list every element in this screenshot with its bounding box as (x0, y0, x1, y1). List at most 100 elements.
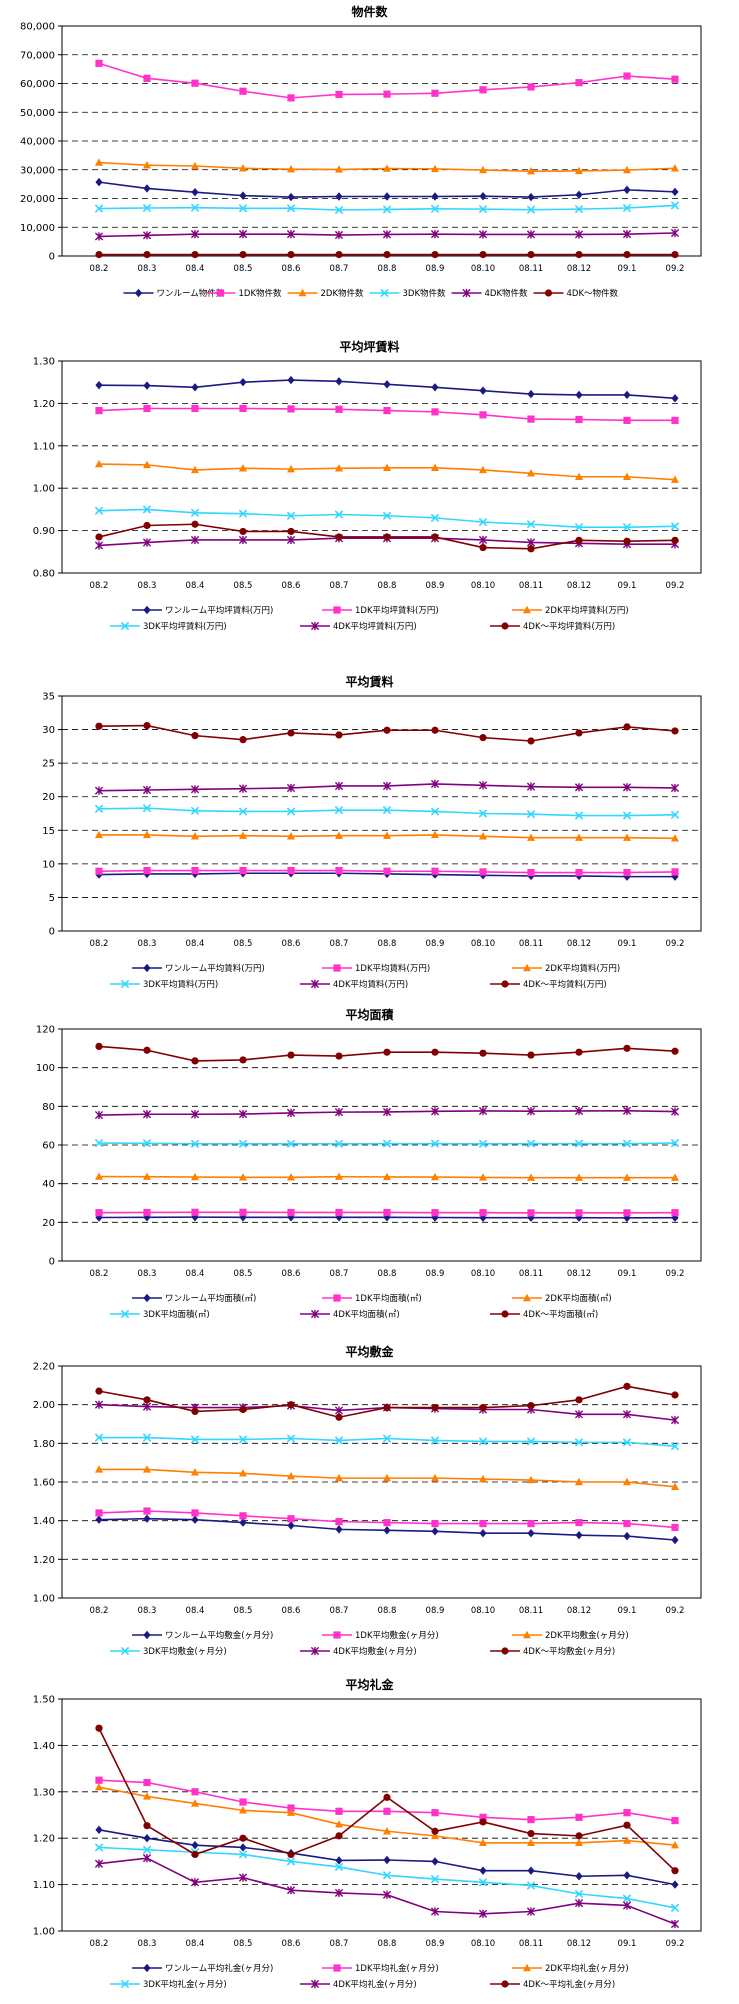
x-tick-label: 08.3 (138, 264, 157, 274)
legend-label: ワンルーム平均面積(㎡) (165, 1293, 256, 1304)
data-point (143, 1465, 151, 1473)
data-point (95, 1825, 103, 1835)
data-point (95, 722, 103, 730)
data-point (575, 250, 583, 259)
legend-marker (120, 1979, 130, 1989)
x-tick-label: 08.6 (282, 1606, 301, 1616)
data-point (238, 535, 248, 545)
legend-label: 2DK平均面積(㎡) (545, 1293, 612, 1304)
y-tick-label: 1.30 (33, 1787, 55, 1798)
data-point (478, 1909, 488, 1918)
data-point (95, 158, 103, 166)
data-point (478, 1437, 488, 1446)
data-point (431, 89, 439, 97)
legend-marker (143, 1293, 151, 1303)
data-point (191, 1208, 199, 1216)
data-point (479, 1474, 487, 1483)
data-point (478, 535, 488, 545)
x-tick-label: 08.4 (186, 939, 205, 949)
data-point (671, 187, 679, 197)
x-tick-label: 08.10 (471, 264, 495, 274)
data-point (623, 250, 631, 259)
legend-label: 2DK物件数 (321, 288, 365, 299)
data-point (142, 803, 152, 813)
data-point (479, 1818, 487, 1826)
data-point (286, 230, 296, 239)
legend-entry: 1DK平均賃料(万円) (322, 963, 430, 974)
data-point (95, 177, 103, 187)
data-point (479, 1519, 487, 1528)
data-point (527, 1051, 535, 1059)
data-point (143, 160, 151, 169)
data-point (335, 192, 343, 201)
data-point (143, 721, 151, 730)
legend-label: ワンルーム平均坪賃料(万円) (165, 605, 273, 616)
data-point (191, 383, 199, 392)
x-tick-label: 08.7 (330, 1606, 349, 1616)
data-point (95, 407, 103, 415)
data-point (143, 404, 151, 413)
data-point (431, 192, 439, 201)
y-tick-label: 0 (49, 927, 55, 938)
data-point (334, 1888, 344, 1898)
data-point (287, 866, 295, 875)
data-point (94, 1400, 104, 1409)
data-point (238, 1435, 248, 1444)
data-point (239, 404, 247, 413)
legend-entry: 2DK平均敷金(ヶ月分) (512, 1630, 629, 1641)
data-point (575, 1838, 583, 1847)
data-point (142, 785, 152, 795)
x-tick-label: 08.6 (282, 264, 301, 274)
data-point (479, 734, 487, 742)
x-tick-label: 08.4 (186, 581, 205, 591)
data-point (335, 165, 343, 173)
legend-entry: 2DK平均面積(㎡) (512, 1293, 612, 1304)
data-point (239, 164, 247, 172)
data-point (94, 786, 104, 795)
data-point (143, 1396, 151, 1404)
plot-frame (61, 360, 702, 574)
data-point (623, 1173, 631, 1181)
x-tick-label: 09.1 (618, 1269, 637, 1279)
y-tick-label: 60 (42, 1141, 55, 1152)
x-tick-label: 08.12 (567, 1269, 591, 1279)
data-point (575, 536, 583, 544)
data-point (670, 201, 680, 210)
legend-entry: 4DK平均坪賃料(万円) (300, 621, 417, 632)
y-tick-label: 0.90 (33, 526, 55, 537)
data-point (143, 184, 151, 193)
data-point (479, 1403, 487, 1412)
data-point (527, 389, 535, 399)
data-point (430, 1907, 440, 1916)
x-tick-label: 08.11 (519, 1939, 543, 1949)
data-point (191, 1799, 199, 1807)
series-1 (95, 1514, 679, 1545)
x-tick-label: 09.2 (666, 581, 685, 591)
series-6 (95, 1042, 679, 1065)
y-tick-label: 25 (42, 759, 55, 770)
legend-entry: 3DK物件数 (369, 288, 446, 299)
legend-marker (523, 1630, 531, 1639)
data-point (191, 1840, 199, 1850)
data-point (287, 1515, 295, 1523)
data-point (383, 250, 391, 259)
x-tick-label: 08.11 (519, 1269, 543, 1279)
data-point (286, 204, 296, 213)
x-tick-label: 08.11 (519, 939, 543, 949)
data-point (335, 866, 343, 875)
data-point (623, 185, 631, 195)
data-point (190, 230, 200, 239)
y-tick-label: 1.10 (33, 441, 55, 452)
data-point (239, 191, 247, 200)
legend-label: 4DK～平均面積(㎡) (523, 1309, 598, 1320)
data-point (95, 533, 103, 541)
data-point (335, 377, 343, 386)
data-point (670, 810, 680, 820)
data-point (574, 811, 584, 820)
data-point (143, 521, 151, 530)
legend-entry: 2DK平均賃料(万円) (512, 963, 620, 974)
data-point (623, 416, 631, 424)
data-point (623, 1531, 631, 1541)
data-point (622, 1410, 632, 1419)
